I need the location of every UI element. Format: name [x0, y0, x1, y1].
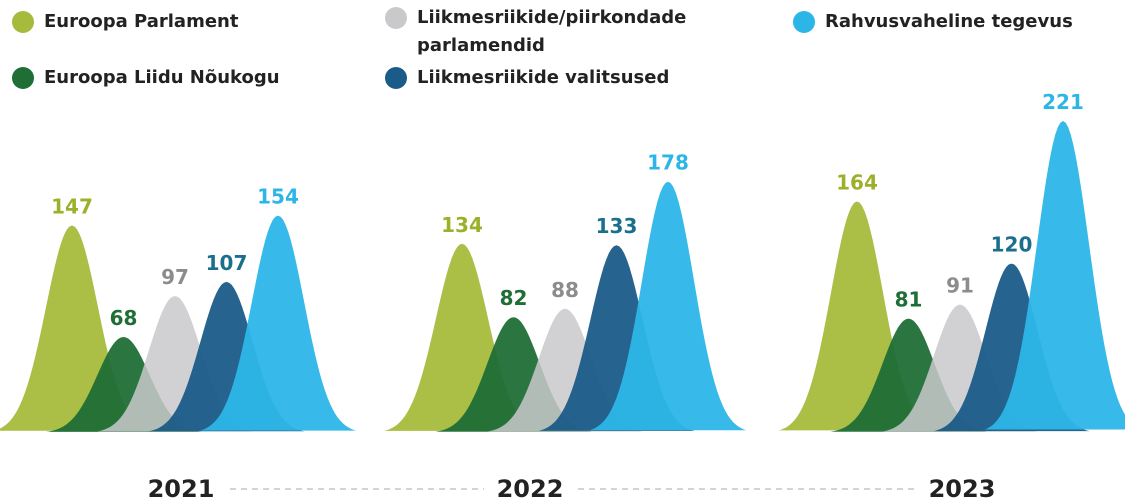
value-label: 147	[51, 194, 93, 218]
x-tick-label: 2022	[497, 475, 564, 499]
value-label: 221	[1042, 90, 1084, 114]
legend-swatch	[385, 7, 407, 29]
legend-swatch	[12, 67, 34, 89]
value-label: 154	[257, 185, 299, 209]
value-label: 81	[895, 288, 923, 312]
value-label: 82	[500, 286, 528, 310]
legend-label: Euroopa Liidu Nõukogu	[44, 67, 280, 88]
legend-swatch	[12, 11, 34, 33]
legend-item: Liikmesriikide/piirkondade parlamendid	[385, 4, 737, 60]
legend-item: Rahvusvaheline tegevus	[793, 8, 1073, 36]
x-tick-label: 2023	[929, 475, 996, 499]
legend-item: Euroopa Parlament	[12, 8, 238, 36]
value-label: 164	[836, 170, 878, 194]
value-label: 91	[946, 274, 974, 298]
value-label: 88	[551, 278, 579, 302]
legend-label: Euroopa Parlament	[44, 11, 239, 32]
value-label: 68	[110, 306, 138, 330]
bell	[590, 181, 746, 431]
value-label: 97	[161, 265, 189, 289]
value-label: 178	[647, 151, 689, 175]
value-label: 120	[991, 233, 1033, 257]
bell	[985, 121, 1125, 430]
legend-swatch	[793, 11, 815, 33]
legend-item: Liikmesriikide valitsused	[385, 64, 669, 92]
value-label: 133	[596, 214, 638, 238]
legend-label: Liikmesriikide valitsused	[417, 67, 670, 88]
legend-label: Liikmesriikide/piirkondade parlamendid	[417, 7, 687, 56]
bell	[200, 215, 356, 431]
legend-label: Rahvusvaheline tegevus	[825, 11, 1073, 32]
value-label: 134	[441, 213, 483, 237]
legend-swatch	[385, 67, 407, 89]
legend-item: Euroopa Liidu Nõukogu	[12, 64, 280, 92]
value-label: 107	[206, 251, 248, 275]
x-tick-label: 2021	[148, 475, 215, 499]
